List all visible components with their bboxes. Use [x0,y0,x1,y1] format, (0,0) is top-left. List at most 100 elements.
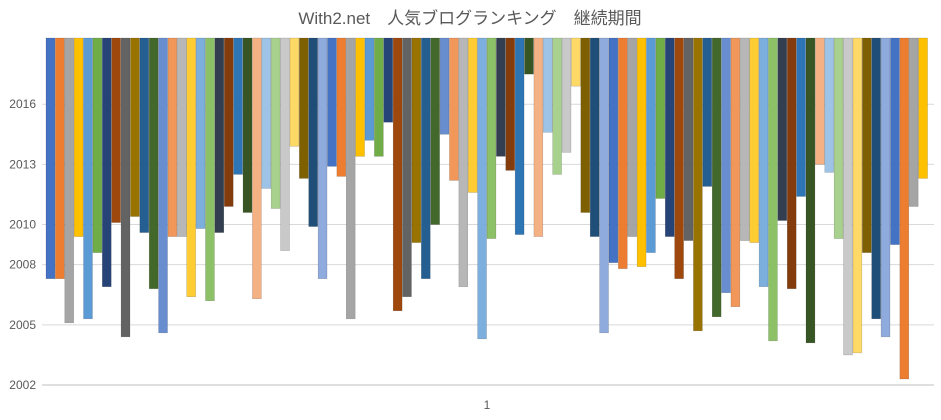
bar [224,37,234,207]
bar [824,37,834,173]
bar [665,37,675,237]
bar [55,37,65,279]
bar [92,37,103,253]
y-tick-label: 2005 [9,318,36,332]
bar [805,37,816,344]
bar [402,37,412,297]
bar [102,37,112,287]
bar [392,37,403,312]
bar [458,37,469,287]
bar [721,37,731,293]
bar [336,37,347,177]
bar [167,37,178,237]
bar [852,37,863,354]
bar [467,37,478,193]
bar [270,37,281,209]
bar [252,37,262,300]
bar [439,37,450,135]
bar [552,37,562,175]
bars [45,37,928,380]
bar [383,37,393,123]
bar [449,37,459,181]
y-tick-label: 2008 [9,258,36,272]
bar [233,37,243,175]
bar [815,37,825,165]
y-axis-ticks: 2002 2005 2008 2010 2013 2016 [9,97,36,392]
bar [64,37,74,324]
bar [430,37,440,225]
bar [505,37,515,171]
bar [683,37,694,241]
bar [599,37,609,334]
bar [749,37,759,243]
bar [796,37,806,197]
bar [308,37,318,227]
bar [421,37,431,279]
bar [355,37,365,157]
bar [758,37,769,287]
bar [364,37,375,141]
bar [646,37,656,253]
bar [139,37,149,233]
bar [655,37,666,199]
bar [618,37,628,269]
bar [899,37,910,380]
bar [908,37,919,207]
bar [543,37,553,133]
bar [702,37,712,187]
bar [524,37,534,75]
bar [608,37,619,263]
bar [862,37,872,253]
bar [486,37,497,239]
chart-title: With2.net 人気ブログランキング 継続期間 [298,8,641,28]
bar [918,37,928,179]
bar [571,37,581,87]
x-tick-label: 1 [484,398,491,412]
bar [130,37,140,217]
bar [214,37,225,233]
bar [740,37,750,241]
bar [768,37,778,342]
bar [833,37,844,239]
bar [158,37,168,334]
y-tick-label: 2002 [9,378,36,392]
bar [83,37,93,320]
bar [843,37,853,356]
bar [561,37,572,153]
bar [120,37,131,338]
bar [777,37,788,221]
bar [374,37,384,157]
bar [299,37,309,179]
bar [111,37,121,223]
bar [580,37,590,213]
bar [477,37,487,340]
bar [533,37,544,237]
bar [730,37,741,308]
bar [289,37,300,147]
bar [317,37,328,279]
bar [242,37,253,213]
bar [787,37,797,289]
bar [871,37,881,320]
y-tick-label: 2016 [9,97,36,111]
y-tick-label: 2013 [9,157,36,171]
bar [73,37,84,237]
bar [186,37,196,297]
bar [496,37,506,157]
bar [327,37,337,167]
bar [589,37,600,237]
bar [346,37,356,320]
bar [636,37,647,267]
bar [674,37,684,279]
y-tick-label: 2010 [9,218,36,232]
bar [693,37,703,332]
bar [880,37,891,338]
bar [890,37,900,245]
bar [45,37,56,279]
bar [411,37,422,243]
bar [148,37,159,289]
bar [261,37,271,189]
bar [627,37,637,237]
